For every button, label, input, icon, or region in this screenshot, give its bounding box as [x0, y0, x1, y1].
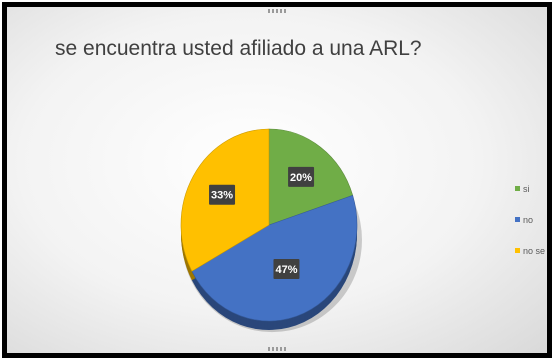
legend-swatch-no: [515, 217, 520, 222]
data-label-box-no-se: [209, 184, 236, 205]
pie-slice-no[interactable]: [191, 194, 358, 322]
chart-area[interactable]: se encuentra usted afiliado a una ARL? 2…: [7, 7, 547, 353]
chart-frame: se encuentra usted afiliado a una ARL? 2…: [2, 2, 552, 358]
legend-label-si: si: [523, 183, 530, 194]
data-label-si: 20%: [290, 172, 312, 184]
legend-swatch-si: [515, 186, 520, 191]
legend-item-no: no: [515, 210, 545, 229]
data-label-no: 47%: [275, 264, 297, 276]
data-label-box-si: [288, 166, 315, 187]
legend-item-si: si: [515, 179, 545, 198]
resize-handle-bottom[interactable]: [268, 347, 286, 351]
data-label-no-se: 33%: [211, 190, 233, 202]
data-label-box-no: [273, 259, 300, 280]
resize-handle-top[interactable]: [268, 9, 286, 13]
legend-label-no-se: no se: [523, 245, 546, 256]
pie-chart: 20% 47% 33%: [180, 128, 362, 333]
legend: si no no se: [515, 179, 545, 272]
legend-item-no-se: no se: [515, 241, 545, 260]
chart-title: se encuentra usted afiliado a una ARL?: [55, 37, 422, 60]
legend-label-no: no: [523, 214, 534, 225]
legend-swatch-no-se: [515, 248, 520, 253]
